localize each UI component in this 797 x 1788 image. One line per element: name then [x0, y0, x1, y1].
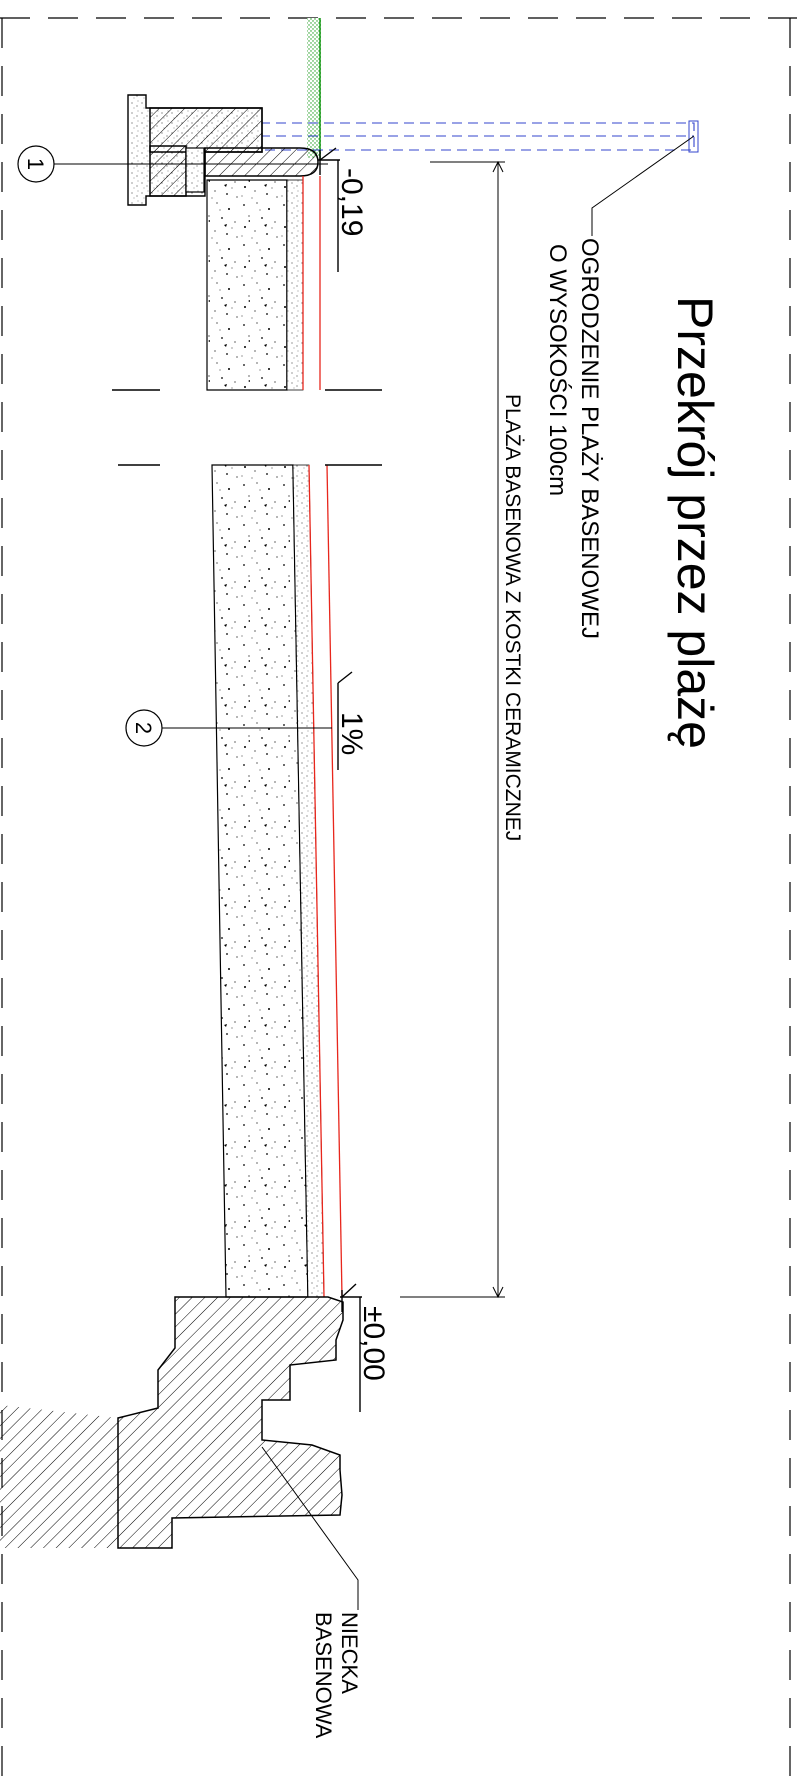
slope-label: 1%: [335, 712, 368, 755]
break-lines: [112, 389, 382, 466]
basin-leader: [261, 1446, 359, 1610]
marker-2-label: 2: [131, 722, 156, 734]
curb-stone: [127, 94, 319, 206]
fence-post-end: [688, 120, 699, 153]
ceramic-tile-layer: [302, 176, 343, 1298]
level-top-label: -0,19: [335, 168, 368, 236]
fence-label-line1: OGRODZENIE PLAŻY BASENOWEJ: [576, 238, 603, 639]
fence-leader: [591, 135, 695, 236]
grass-strip: [307, 18, 321, 160]
basin-label-line1: NIECKA: [337, 1612, 362, 1694]
pool-basin-wall: [0, 1296, 344, 1549]
marker-2: [125, 709, 332, 747]
level-marker-top: [318, 147, 340, 272]
fence-outline: [147, 122, 695, 151]
marker-1: [17, 145, 328, 183]
page-title: Przekrój przez plażę: [667, 296, 723, 749]
level-bottom-label: ±0,00: [357, 1306, 390, 1381]
beach-label: PLAŻA BASENOWA Z KOSTKI CERAMICZNEJ: [501, 394, 524, 841]
beach-dimension-line: [400, 160, 505, 1299]
sand-bedding-layer: [286, 179, 325, 1298]
level-marker-bottom: [340, 1283, 362, 1412]
basin-label-line2: BASENOWA: [311, 1612, 336, 1739]
fence-label-line2: O WYSOKOŚCI 100cm: [544, 244, 572, 496]
slope-arrow: [337, 671, 353, 770]
marker-1-label: 1: [23, 158, 48, 170]
sheet-border: [0, 17, 797, 1788]
